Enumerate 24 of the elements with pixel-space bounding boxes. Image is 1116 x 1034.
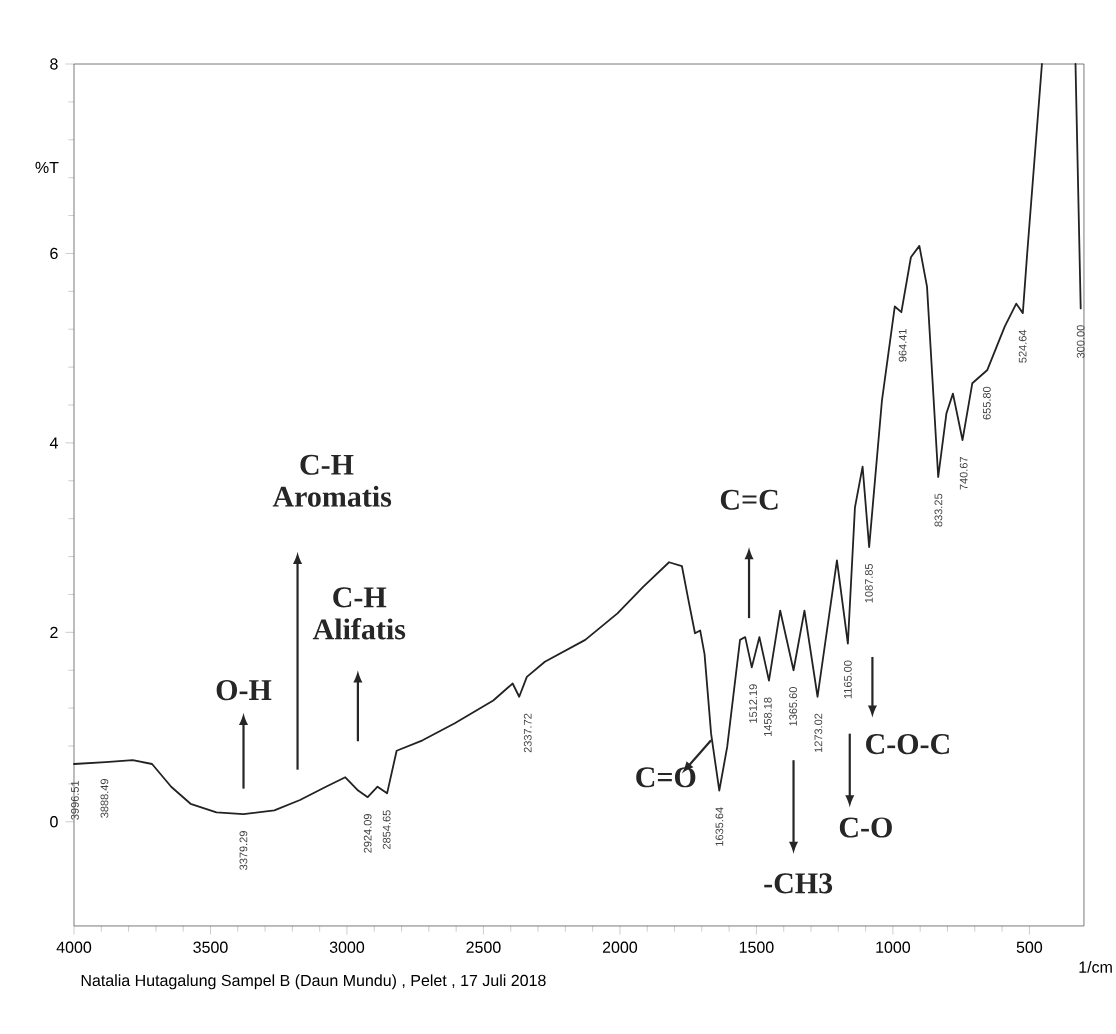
x-tick-label: 4000 [56,941,92,953]
x-tick-label: 2000 [602,941,638,953]
x-tick-label: 3000 [329,941,365,953]
annotation: C=O [636,767,696,788]
y-tick-label: 6 [50,247,58,260]
y-tick-label: 8 [50,58,58,70]
y-axis-title: %T [35,161,59,174]
annotation: C-H Aromatis [272,454,392,507]
y-tick-label: 4 [49,437,58,449]
annotation: C=C [720,489,778,510]
annotation: -CH3 [764,873,833,894]
x-tick-label: 1500 [739,941,774,953]
annotation: O-H [216,680,272,701]
annotation: C-O-C [866,734,949,755]
x-tick-label: 3500 [193,941,228,953]
y-tick-label: 2 [50,626,58,638]
text: Natalia Hutagalung Sampel B (Daun Mundu) , Pelet , 17 Juli 2018 [81,974,546,990]
x-axis-title: 1/cm [1079,961,1112,973]
annotation: C-H Alifatis [312,587,406,640]
y-tick-label: 0 [50,816,58,828]
x-tick-label: 500 [1016,941,1043,953]
x-tick-label: 2500 [466,941,501,953]
x-tick-label: 1000 [876,941,911,953]
annotation: C-O [839,817,892,838]
